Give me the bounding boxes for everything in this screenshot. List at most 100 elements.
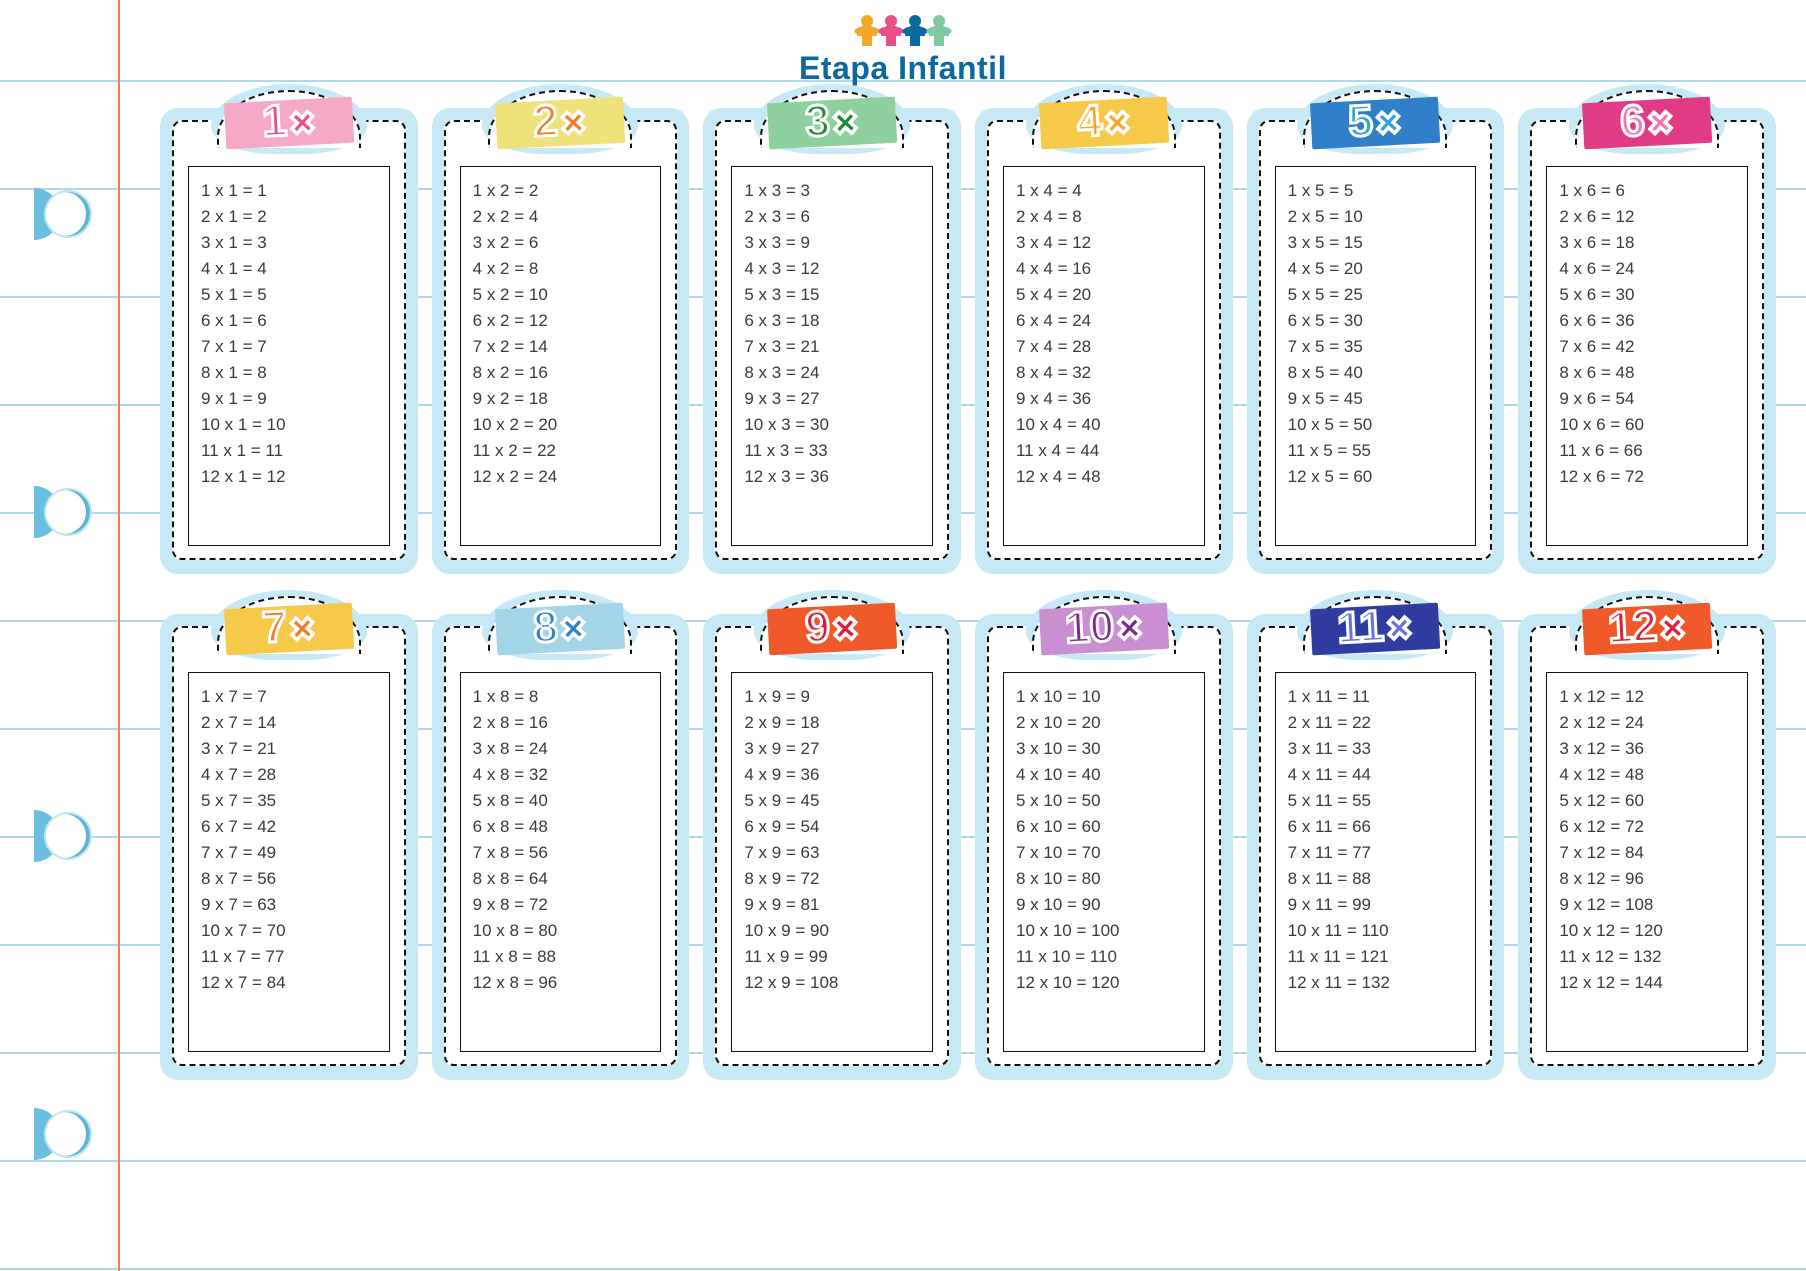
table-row: 8 x 7 = 56: [201, 869, 377, 889]
table-row: 1 x 1 = 1: [201, 181, 377, 201]
tables-grid: 1✖1 x 1 = 12 x 1 = 23 x 1 = 34 x 1 = 45 …: [160, 108, 1776, 1080]
tab: 4✖: [1038, 91, 1169, 152]
table-header-tab: 5✖: [1311, 94, 1439, 148]
card-cutout: 3✖1 x 3 = 32 x 3 = 63 x 3 = 94 x 3 = 125…: [715, 120, 949, 560]
table-rows: 1 x 5 = 52 x 5 = 103 x 5 = 154 x 5 = 205…: [1288, 181, 1464, 487]
brand-header: Etapa Infantil: [799, 14, 1007, 87]
tab-number: 11✖: [1337, 603, 1415, 651]
tab-number-digit: 5: [1348, 99, 1375, 144]
table-row: 3 x 8 = 24: [473, 739, 649, 759]
times-table-card-1: 1✖1 x 1 = 12 x 1 = 23 x 1 = 34 x 1 = 45 …: [160, 108, 418, 574]
table-row: 9 x 2 = 18: [473, 389, 649, 409]
table-row: 7 x 3 = 21: [744, 337, 920, 357]
table-header-tab: 2✖: [496, 94, 624, 148]
tab-number-digit: 10: [1064, 605, 1115, 652]
table-row: 4 x 5 = 20: [1288, 259, 1464, 279]
table-row: 1 x 12 = 12: [1559, 687, 1735, 707]
table-row: 11 x 7 = 77: [201, 947, 377, 967]
table-row: 8 x 2 = 16: [473, 363, 649, 383]
table-row: 4 x 1 = 4: [201, 259, 377, 279]
table-header-tab: 7✖: [225, 600, 353, 654]
table-header-tab: 6✖: [1583, 94, 1711, 148]
table-row: 4 x 11 = 44: [1288, 765, 1464, 785]
table-row: 3 x 4 = 12: [1016, 233, 1192, 253]
table-row: 4 x 9 = 36: [744, 765, 920, 785]
tab-number-digit: 4: [1076, 99, 1103, 144]
horizontal-rule: [0, 1160, 1806, 1162]
table-row: 6 x 1 = 6: [201, 311, 377, 331]
table-row: 2 x 4 = 8: [1016, 207, 1192, 227]
table-row: 11 x 12 = 132: [1559, 947, 1735, 967]
multiply-icon: ✖: [1386, 612, 1414, 645]
table-row: 6 x 4 = 24: [1016, 311, 1192, 331]
table-row: 6 x 11 = 66: [1288, 817, 1464, 837]
table-row: 3 x 9 = 27: [744, 739, 920, 759]
tab: 1✖: [224, 91, 355, 152]
table-row: 7 x 12 = 84: [1559, 843, 1735, 863]
table-row: 11 x 8 = 88: [473, 947, 649, 967]
card-cutout: 4✖1 x 4 = 42 x 4 = 83 x 4 = 124 x 4 = 16…: [987, 120, 1221, 560]
table-row: 5 x 9 = 45: [744, 791, 920, 811]
tab-number: 5✖: [1348, 98, 1404, 145]
table-row: 9 x 12 = 108: [1559, 895, 1735, 915]
tab-number-digit: 12: [1607, 605, 1658, 652]
table-row: 9 x 6 = 54: [1559, 389, 1735, 409]
table-row: 5 x 12 = 60: [1559, 791, 1735, 811]
table-row: 10 x 8 = 80: [473, 921, 649, 941]
table-row: 5 x 10 = 50: [1016, 791, 1192, 811]
table-row: 7 x 10 = 70: [1016, 843, 1192, 863]
tab: 9✖: [767, 597, 898, 658]
table-header-tab: 4✖: [1040, 94, 1168, 148]
table-row: 6 x 9 = 54: [744, 817, 920, 837]
binder-hole: [46, 192, 90, 236]
table-row: 12 x 8 = 96: [473, 973, 649, 993]
table-row: 1 x 4 = 4: [1016, 181, 1192, 201]
card-cutout: 10✖1 x 10 = 102 x 10 = 203 x 10 = 304 x …: [987, 626, 1221, 1066]
table-row: 4 x 2 = 8: [473, 259, 649, 279]
table-row: 11 x 9 = 99: [744, 947, 920, 967]
table-row: 1 x 6 = 6: [1559, 181, 1735, 201]
table-row: 3 x 3 = 9: [744, 233, 920, 253]
card-inner-frame: 1 x 5 = 52 x 5 = 103 x 5 = 154 x 5 = 205…: [1275, 166, 1477, 546]
table-row: 8 x 1 = 8: [201, 363, 377, 383]
table-row: 5 x 8 = 40: [473, 791, 649, 811]
binder-hole: [46, 490, 90, 534]
table-header-tab: 1✖: [225, 94, 353, 148]
binder-hole: [46, 1112, 90, 1156]
card-inner-frame: 1 x 7 = 72 x 7 = 143 x 7 = 214 x 7 = 285…: [188, 672, 390, 1052]
table-row: 2 x 7 = 14: [201, 713, 377, 733]
tab-number: 8✖: [533, 604, 589, 651]
table-rows: 1 x 9 = 92 x 9 = 183 x 9 = 274 x 9 = 365…: [744, 687, 920, 993]
table-row: 2 x 2 = 4: [473, 207, 649, 227]
table-row: 4 x 12 = 48: [1559, 765, 1735, 785]
table-row: 3 x 5 = 15: [1288, 233, 1464, 253]
tab: 8✖: [495, 597, 626, 658]
tab-number-digit: 11: [1337, 605, 1386, 651]
tab: 3✖: [767, 91, 898, 152]
table-row: 10 x 12 = 120: [1559, 921, 1735, 941]
table-row: 3 x 12 = 36: [1559, 739, 1735, 759]
margin-rule: [118, 0, 120, 1271]
table-row: 12 x 11 = 132: [1288, 973, 1464, 993]
table-row: 7 x 9 = 63: [744, 843, 920, 863]
table-row: 7 x 5 = 35: [1288, 337, 1464, 357]
table-row: 1 x 2 = 2: [473, 181, 649, 201]
table-row: 6 x 2 = 12: [473, 311, 649, 331]
table-row: 2 x 11 = 22: [1288, 713, 1464, 733]
table-row: 6 x 8 = 48: [473, 817, 649, 837]
card-cutout: 7✖1 x 7 = 72 x 7 = 143 x 7 = 214 x 7 = 2…: [172, 626, 406, 1066]
tab: 11✖: [1310, 597, 1441, 658]
table-row: 11 x 6 = 66: [1559, 441, 1735, 461]
table-row: 8 x 5 = 40: [1288, 363, 1464, 383]
card-cutout: 1✖1 x 1 = 12 x 1 = 23 x 1 = 34 x 1 = 45 …: [172, 120, 406, 560]
table-row: 10 x 11 = 110: [1288, 921, 1464, 941]
table-header-tab: 12✖: [1583, 600, 1711, 654]
card-inner-frame: 1 x 3 = 32 x 3 = 63 x 3 = 94 x 3 = 125 x…: [731, 166, 933, 546]
tab-number: 3✖: [804, 98, 860, 145]
multiply-icon: ✖: [1115, 612, 1143, 645]
card-cutout: 11✖1 x 11 = 112 x 11 = 223 x 11 = 334 x …: [1259, 626, 1493, 1066]
multiply-icon: ✖: [1659, 612, 1687, 645]
card-inner-frame: 1 x 12 = 122 x 12 = 243 x 12 = 364 x 12 …: [1546, 672, 1748, 1052]
tab-number-digit: 3: [804, 99, 831, 144]
tab-number: 12✖: [1607, 603, 1687, 651]
